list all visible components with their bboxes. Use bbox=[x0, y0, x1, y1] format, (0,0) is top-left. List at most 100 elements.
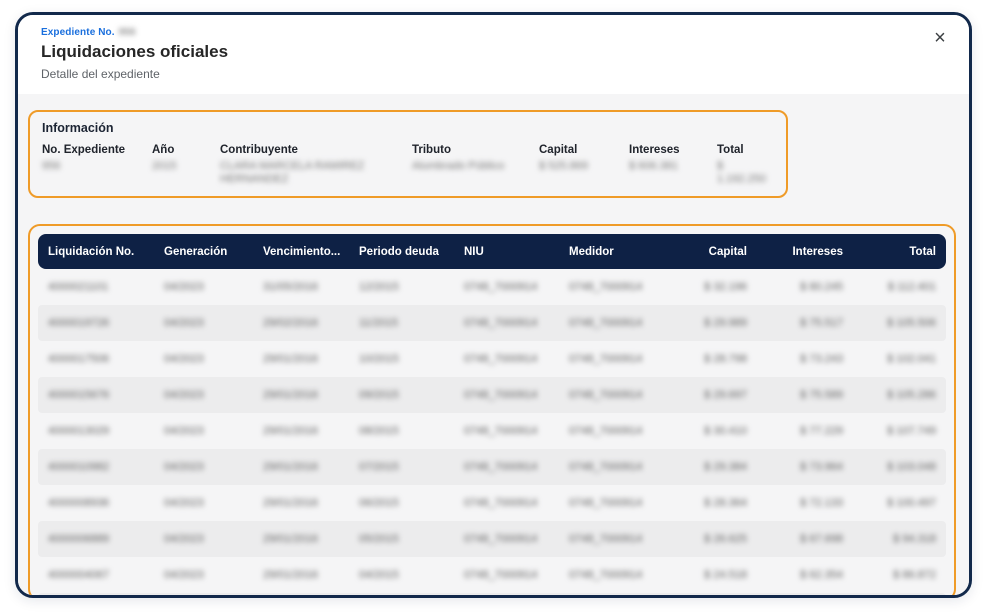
cell-vencimiento-blurred: 29/02/2016 bbox=[263, 317, 319, 329]
cell-liquidacion-blurred: 4000008936 bbox=[48, 497, 110, 509]
page-title: Liquidaciones oficiales bbox=[41, 42, 229, 61]
cell-intereses-blurred: $ 62.354 bbox=[800, 569, 843, 581]
cell-periodo-blurred: 12/2015 bbox=[359, 281, 399, 293]
cell-generacion-blurred: 04/2023 bbox=[164, 533, 204, 545]
field-label: Contribuyente bbox=[220, 144, 298, 156]
field-label: Tributo bbox=[412, 144, 451, 156]
close-icon[interactable]: × bbox=[927, 25, 953, 51]
table-row: 4000017506 04/2023 29/01/2016 10/2015 07… bbox=[38, 341, 946, 377]
cell-periodo-blurred: 05/2015 bbox=[359, 533, 399, 545]
cell-intereses-blurred: $ 72.133 bbox=[800, 497, 843, 509]
info-field-ano: Año 2015 bbox=[152, 144, 220, 186]
column-header-periodo-deuda: Periodo deuda bbox=[359, 245, 439, 258]
cell-capital-blurred: $ 28.364 bbox=[704, 497, 747, 509]
cell-medidor-blurred: 0748_7000914 bbox=[569, 281, 643, 293]
cell-periodo-blurred: 09/2015 bbox=[359, 389, 399, 401]
cell-periodo-blurred: 04/2015 bbox=[359, 569, 399, 581]
info-fields: No. Expediente 956 Año 2015 Contribuyent… bbox=[42, 144, 774, 186]
cell-total-blurred: $ 103.048 bbox=[887, 461, 936, 473]
cell-intereses-blurred: $ 67.698 bbox=[800, 533, 843, 545]
column-header-vencimiento: Vencimiento... bbox=[263, 245, 341, 258]
cell-vencimiento-blurred: 29/01/2016 bbox=[263, 353, 319, 365]
expediente-number-eyebrow: Expediente No. 956 bbox=[41, 27, 945, 38]
column-header-liquidacion: Liquidación No. bbox=[48, 245, 135, 258]
cell-niu-blurred: 0748_7000914 bbox=[464, 353, 538, 365]
field-label: Intereses bbox=[629, 144, 680, 156]
cell-medidor-blurred: 0748_7000914 bbox=[569, 389, 643, 401]
field-value-blurred: 2015 bbox=[152, 160, 177, 172]
info-field-expediente: No. Expediente 956 bbox=[42, 144, 152, 186]
cell-vencimiento-blurred: 31/05/2016 bbox=[263, 281, 319, 293]
cell-liquidacion-blurred: 4000019726 bbox=[48, 317, 110, 329]
cell-intereses-blurred: $ 75.589 bbox=[800, 389, 843, 401]
cell-periodo-blurred: 10/2015 bbox=[359, 353, 399, 365]
cell-niu-blurred: 0748_7000914 bbox=[464, 533, 538, 545]
cell-total-blurred: $ 105.506 bbox=[887, 317, 936, 329]
cell-liquidacion-blurred: 4000021101 bbox=[48, 281, 109, 293]
cell-intereses-blurred: $ 75.517 bbox=[800, 317, 843, 329]
table-row: 4000021101 04/2023 31/05/2016 12/2015 07… bbox=[38, 269, 946, 305]
cell-niu-blurred: 0748_7000914 bbox=[464, 569, 538, 581]
cell-liquidacion-blurred: 4000010982 bbox=[48, 461, 110, 473]
table-row: 4000010982 04/2023 29/01/2016 07/2015 07… bbox=[38, 449, 946, 485]
table-row: 4000004067 04/2023 29/01/2016 04/2015 07… bbox=[38, 557, 946, 593]
info-section-title: Información bbox=[42, 121, 114, 135]
cell-total-blurred: $ 105.286 bbox=[887, 389, 936, 401]
cell-capital-blurred: $ 29.384 bbox=[704, 461, 747, 473]
cell-total-blurred: $ 102.041 bbox=[887, 353, 936, 365]
field-label: Total bbox=[717, 144, 744, 156]
eyebrow-label: Expediente No. bbox=[41, 27, 115, 38]
table-row: 4000015676 04/2023 29/01/2016 09/2015 07… bbox=[38, 377, 946, 413]
info-field-total: Total $ 1.192.250 bbox=[717, 144, 784, 186]
table-header-row: Liquidación No. Generación Vencimiento..… bbox=[38, 234, 946, 269]
cell-medidor-blurred: 0748_7000914 bbox=[569, 569, 643, 581]
cell-vencimiento-blurred: 29/01/2016 bbox=[263, 461, 319, 473]
cell-periodo-blurred: 08/2015 bbox=[359, 425, 399, 437]
expediente-detail-modal: Expediente No. 956 Liquidaciones oficiale… bbox=[15, 12, 972, 598]
cell-medidor-blurred: 0748_7000914 bbox=[569, 425, 643, 437]
info-field-contribuyente: Contribuyente CLARA MARCELA RAMIREZ HERN… bbox=[220, 144, 412, 186]
cell-generacion-blurred: 04/2023 bbox=[164, 425, 204, 437]
cell-niu-blurred: 0748_7000914 bbox=[464, 317, 538, 329]
expediente-number-value: 956 bbox=[118, 27, 136, 38]
cell-capital-blurred: $ 32.196 bbox=[704, 281, 747, 293]
column-header-niu: NIU bbox=[464, 245, 484, 258]
column-header-capital: Capital bbox=[708, 245, 747, 258]
liquidations-table-card: Liquidación No. Generación Vencimiento..… bbox=[28, 224, 956, 595]
cell-intereses-blurred: $ 73.964 bbox=[800, 461, 843, 473]
table-row: 4000019726 04/2023 29/02/2016 11/2015 07… bbox=[38, 305, 946, 341]
column-header-total: Total bbox=[909, 245, 936, 258]
cell-niu-blurred: 0748_7000914 bbox=[464, 425, 538, 437]
info-field-tributo: Tributo Alumbrado Público bbox=[412, 144, 539, 186]
modal-header: Expediente No. 956 Liquidaciones oficiale… bbox=[18, 15, 969, 94]
table-body: 4000021101 04/2023 31/05/2016 12/2015 07… bbox=[38, 269, 946, 595]
cell-periodo-blurred: 06/2015 bbox=[359, 497, 399, 509]
cell-capital-blurred: $ 29.989 bbox=[704, 317, 747, 329]
cell-vencimiento-blurred: 29/01/2016 bbox=[263, 389, 319, 401]
cell-generacion-blurred: 04/2023 bbox=[164, 569, 204, 581]
cell-capital-blurred: $ 28.798 bbox=[704, 353, 747, 365]
cell-intereses-blurred: $ 77.229 bbox=[800, 425, 843, 437]
table-row: 4000006889 04/2023 29/01/2016 05/2015 07… bbox=[38, 521, 946, 557]
cell-liquidacion-blurred: 4000017506 bbox=[48, 353, 110, 365]
cell-generacion-blurred: 04/2023 bbox=[164, 317, 204, 329]
field-label: No. Expediente bbox=[42, 144, 126, 156]
cell-vencimiento-blurred: 29/01/2016 bbox=[263, 533, 319, 545]
info-field-intereses: Intereses $ 606.381 bbox=[629, 144, 717, 186]
cell-niu-blurred: 0748_7000914 bbox=[464, 281, 538, 293]
cell-medidor-blurred: 0748_7000914 bbox=[569, 317, 643, 329]
field-value-blurred: $ 525.869 bbox=[539, 160, 588, 172]
field-label: Capital bbox=[539, 144, 578, 156]
cell-capital-blurred: $ 29.697 bbox=[704, 389, 747, 401]
field-value-blurred: $ 1.192.250 bbox=[717, 160, 766, 185]
field-value-blurred: Alumbrado Público bbox=[412, 160, 505, 172]
cell-generacion-blurred: 04/2023 bbox=[164, 353, 204, 365]
table-row: 4000008936 04/2023 29/01/2016 06/2015 07… bbox=[38, 485, 946, 521]
field-value-blurred: 956 bbox=[42, 160, 61, 172]
column-header-intereses: Intereses bbox=[792, 245, 843, 258]
cell-generacion-blurred: 04/2023 bbox=[164, 281, 204, 293]
cell-periodo-blurred: 07/2015 bbox=[359, 461, 399, 473]
cell-medidor-blurred: 0748_7000914 bbox=[569, 533, 643, 545]
cell-liquidacion-blurred: 4000015676 bbox=[48, 389, 110, 401]
cell-niu-blurred: 0748_7000914 bbox=[464, 497, 538, 509]
